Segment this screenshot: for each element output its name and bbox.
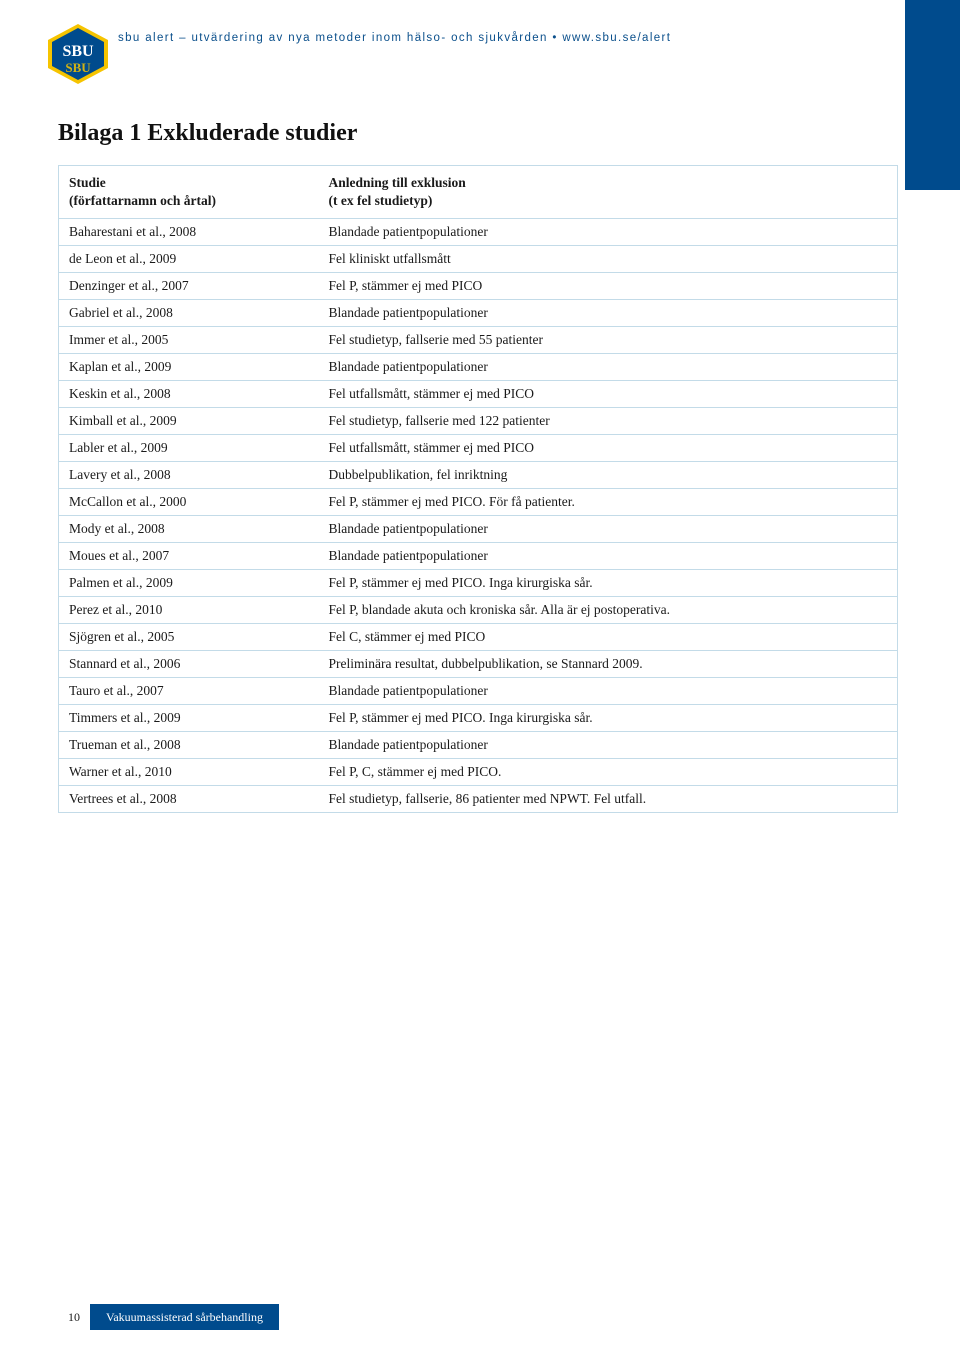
reason-cell: Fel P, stämmer ej med PICO. För få patie…	[319, 489, 898, 516]
svg-text:SBU: SBU	[62, 43, 94, 60]
table-row: Kimball et al., 2009Fel studietyp, falls…	[59, 408, 898, 435]
study-cell: Moues et al., 2007	[59, 543, 319, 570]
page-header-text: sbu alert – utvärdering av nya metoder i…	[118, 32, 671, 44]
title-bold: Bilaga 1	[58, 120, 141, 146]
study-cell: Denzinger et al., 2007	[59, 273, 319, 300]
table-row: Sjögren et al., 2005Fel C, stämmer ej me…	[59, 624, 898, 651]
sbu-logo: SBU SBU	[48, 24, 108, 88]
study-cell: Kaplan et al., 2009	[59, 354, 319, 381]
reason-cell: Blandade patientpopulationer	[319, 300, 898, 327]
reason-cell: Blandade patientpopulationer	[319, 516, 898, 543]
study-cell: McCallon et al., 2000	[59, 489, 319, 516]
reason-cell: Blandade patientpopulationer	[319, 219, 898, 246]
table-row: McCallon et al., 2000Fel P, stämmer ej m…	[59, 489, 898, 516]
table-row: Baharestani et al., 2008Blandade patient…	[59, 219, 898, 246]
table-row: Kaplan et al., 2009Blandade patientpopul…	[59, 354, 898, 381]
reason-cell: Blandade patientpopulationer	[319, 543, 898, 570]
table-row: Perez et al., 2010Fel P, blandade akuta …	[59, 597, 898, 624]
study-cell: Palmen et al., 2009	[59, 570, 319, 597]
side-tab	[905, 0, 960, 190]
study-cell: Labler et al., 2009	[59, 435, 319, 462]
reason-cell: Fel utfallsmått, stämmer ej med PICO	[319, 435, 898, 462]
study-cell: Sjögren et al., 2005	[59, 624, 319, 651]
table-row: Stannard et al., 2006Preliminära resulta…	[59, 651, 898, 678]
study-cell: Perez et al., 2010	[59, 597, 319, 624]
reason-cell: Fel P, C, stämmer ej med PICO.	[319, 759, 898, 786]
table-row: Lavery et al., 2008Dubbelpublikation, fe…	[59, 462, 898, 489]
table-header-row: Studie(författarnamn och årtal) Anlednin…	[59, 166, 898, 219]
study-cell: Warner et al., 2010	[59, 759, 319, 786]
reason-cell: Fel P, blandade akuta och kroniska sår. …	[319, 597, 898, 624]
table-row: Denzinger et al., 2007Fel P, stämmer ej …	[59, 273, 898, 300]
reason-cell: Blandade patientpopulationer	[319, 678, 898, 705]
table-row: Moues et al., 2007Blandade patientpopula…	[59, 543, 898, 570]
study-cell: Gabriel et al., 2008	[59, 300, 319, 327]
study-cell: Kimball et al., 2009	[59, 408, 319, 435]
col-header-reason: Anledning till exklusion(t ex fel studie…	[319, 166, 898, 219]
table-row: Palmen et al., 2009Fel P, stämmer ej med…	[59, 570, 898, 597]
study-cell: Tauro et al., 2007	[59, 678, 319, 705]
table-body: Baharestani et al., 2008Blandade patient…	[59, 219, 898, 813]
table-row: Tauro et al., 2007Blandade patientpopula…	[59, 678, 898, 705]
table-row: Mody et al., 2008Blandade patientpopulat…	[59, 516, 898, 543]
page-number: 10	[58, 1304, 90, 1330]
reason-cell: Preliminära resultat, dubbelpublikation,…	[319, 651, 898, 678]
study-cell: Baharestani et al., 2008	[59, 219, 319, 246]
study-cell: Keskin et al., 2008	[59, 381, 319, 408]
study-cell: Lavery et al., 2008	[59, 462, 319, 489]
content-area: Bilaga 1 Exkluderade studier Studie(förf…	[58, 120, 898, 813]
reason-cell: Fel studietyp, fallserie med 55 patiente…	[319, 327, 898, 354]
reason-cell: Fel P, stämmer ej med PICO	[319, 273, 898, 300]
table-row: de Leon et al., 2009Fel kliniskt utfalls…	[59, 246, 898, 273]
study-cell: Mody et al., 2008	[59, 516, 319, 543]
svg-text:SBU: SBU	[65, 60, 91, 75]
reason-cell: Fel P, stämmer ej med PICO. Inga kirurgi…	[319, 570, 898, 597]
table-row: Gabriel et al., 2008Blandade patientpopu…	[59, 300, 898, 327]
reason-cell: Fel C, stämmer ej med PICO	[319, 624, 898, 651]
reason-cell: Fel studietyp, fallserie, 86 patienter m…	[319, 786, 898, 813]
table-row: Trueman et al., 2008Blandade patientpopu…	[59, 732, 898, 759]
reason-cell: Blandade patientpopulationer	[319, 732, 898, 759]
table-row: Labler et al., 2009Fel utfallsmått, stäm…	[59, 435, 898, 462]
reason-cell: Fel utfallsmått, stämmer ej med PICO	[319, 381, 898, 408]
reason-cell: Dubbelpublikation, fel inriktning	[319, 462, 898, 489]
study-cell: de Leon et al., 2009	[59, 246, 319, 273]
table-row: Vertrees et al., 2008Fel studietyp, fall…	[59, 786, 898, 813]
reason-cell: Blandade patientpopulationer	[319, 354, 898, 381]
page-footer: 10 Vakuumassisterad sårbehandling	[58, 1304, 279, 1330]
table-row: Immer et al., 2005Fel studietyp, fallser…	[59, 327, 898, 354]
reason-cell: Fel P, stämmer ej med PICO. Inga kirurgi…	[319, 705, 898, 732]
study-cell: Immer et al., 2005	[59, 327, 319, 354]
reason-cell: Fel kliniskt utfallsmått	[319, 246, 898, 273]
table-row: Warner et al., 2010Fel P, C, stämmer ej …	[59, 759, 898, 786]
table-row: Keskin et al., 2008Fel utfallsmått, stäm…	[59, 381, 898, 408]
footer-doc-title: Vakuumassisterad sårbehandling	[90, 1304, 279, 1330]
study-cell: Vertrees et al., 2008	[59, 786, 319, 813]
title-rest: Exkluderade studier	[141, 120, 357, 146]
col-header-study: Studie(författarnamn och årtal)	[59, 166, 319, 219]
study-cell: Trueman et al., 2008	[59, 732, 319, 759]
page-title: Bilaga 1 Exkluderade studier	[58, 120, 898, 147]
reason-cell: Fel studietyp, fallserie med 122 patient…	[319, 408, 898, 435]
excluded-studies-table: Studie(författarnamn och årtal) Anlednin…	[58, 165, 898, 813]
study-cell: Timmers et al., 2009	[59, 705, 319, 732]
study-cell: Stannard et al., 2006	[59, 651, 319, 678]
table-row: Timmers et al., 2009Fel P, stämmer ej me…	[59, 705, 898, 732]
